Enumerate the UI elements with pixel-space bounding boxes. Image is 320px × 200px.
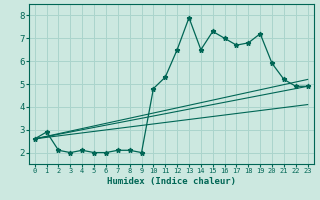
X-axis label: Humidex (Indice chaleur): Humidex (Indice chaleur) [107, 177, 236, 186]
